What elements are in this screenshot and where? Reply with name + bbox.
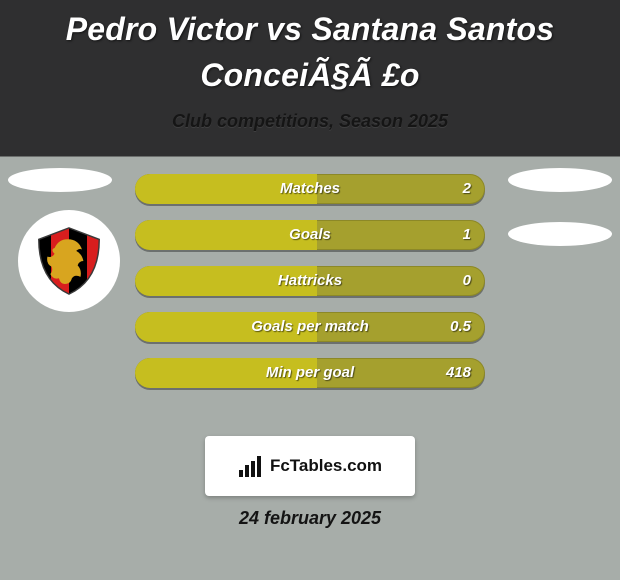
stat-bars: Matches2Goals1Hattricks0Goals per match0… [135, 158, 485, 404]
stat-label: Min per goal [135, 358, 485, 388]
decor-ellipse-right-2 [508, 222, 612, 246]
comparison-title: Pedro Victor vs Santana Santos ConceiÃ§Ã… [0, 0, 620, 99]
stat-bar: Hattricks0 [135, 266, 485, 296]
source-box: FcTables.com [205, 436, 415, 496]
source-brand: FcTables.com [270, 456, 382, 476]
stat-bar: Matches2 [135, 174, 485, 204]
decor-ellipse-left-1 [8, 168, 112, 192]
stat-label: Hattricks [135, 266, 485, 296]
report-date: 24 february 2025 [0, 508, 620, 529]
stat-label: Goals [135, 220, 485, 250]
subtitle: Club competitions, Season 2025 [0, 111, 620, 132]
stat-label: Goals per match [135, 312, 485, 342]
decor-ellipse-right-1 [508, 168, 612, 192]
stat-value: 2 [463, 174, 471, 204]
club-crest-left [18, 210, 120, 312]
stat-value: 418 [446, 358, 471, 388]
player2-name-part2: £o [382, 57, 420, 93]
stat-value: 0.5 [450, 312, 471, 342]
stat-bar: Goals per match0.5 [135, 312, 485, 342]
stat-label: Matches [135, 174, 485, 204]
stat-bar: Goals1 [135, 220, 485, 250]
stat-value: 0 [463, 266, 471, 296]
vs-word: vs [266, 11, 302, 47]
stat-value: 1 [463, 220, 471, 250]
shield-icon [33, 225, 105, 297]
player1-name: Pedro Victor [66, 11, 257, 47]
stats-stage: Matches2Goals1Hattricks0Goals per match0… [0, 168, 620, 418]
bars-icon [238, 454, 264, 478]
stat-bar: Min per goal418 [135, 358, 485, 388]
